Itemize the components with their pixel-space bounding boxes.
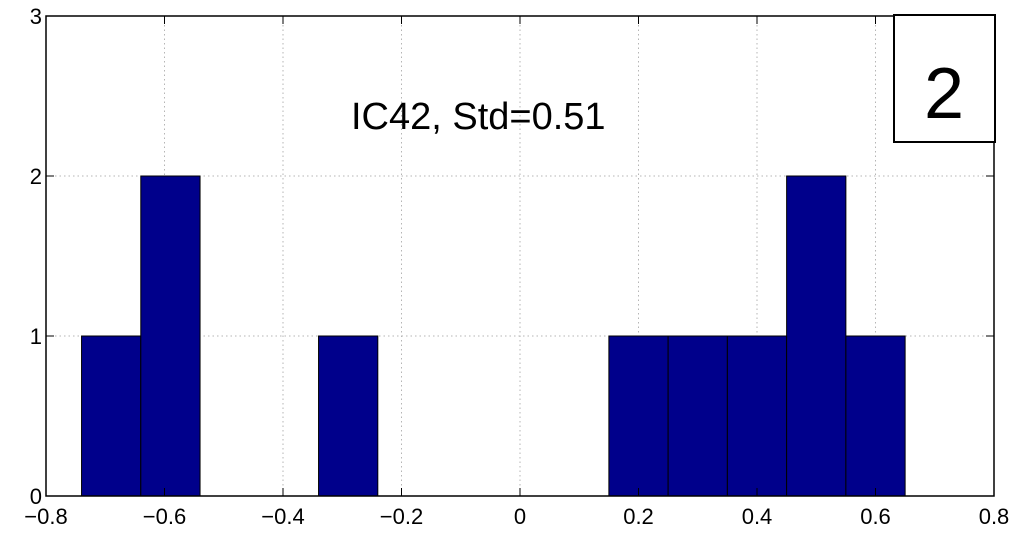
x-tick-label: 0.8 bbox=[979, 504, 1010, 529]
panel-label-box bbox=[893, 14, 996, 143]
histogram-bar bbox=[318, 335, 379, 497]
histogram-bar bbox=[726, 335, 788, 497]
histogram-bar bbox=[608, 335, 669, 497]
histogram-bar bbox=[845, 335, 906, 497]
y-tick-label: 3 bbox=[30, 4, 42, 29]
chart-annotation: IC42, Std=0.51 bbox=[351, 96, 606, 138]
y-tick-label: 2 bbox=[30, 164, 42, 189]
x-tick-label: 0.6 bbox=[860, 504, 891, 529]
histogram-bar bbox=[667, 335, 728, 497]
histogram-bar bbox=[140, 175, 201, 497]
x-tick-label: 0.4 bbox=[742, 504, 773, 529]
x-tick-label: 0 bbox=[514, 504, 526, 529]
histogram-bars bbox=[81, 175, 906, 497]
histogram-bar bbox=[81, 335, 142, 497]
x-tick-label: 0.2 bbox=[623, 504, 654, 529]
y-tick-label: 0 bbox=[30, 484, 42, 509]
histogram-bar bbox=[786, 175, 847, 497]
x-tick-label: −0.8 bbox=[24, 504, 67, 529]
x-axis-tick-labels: −0.8 −0.6 −0.4 −0.2 0 0.2 0.4 0.6 0.8 bbox=[24, 504, 1009, 529]
y-tick-label: 1 bbox=[30, 324, 42, 349]
y-axis-tick-labels: 0 1 2 3 bbox=[30, 4, 42, 509]
x-tick-label: −0.4 bbox=[261, 504, 304, 529]
x-tick-label: −0.2 bbox=[380, 504, 423, 529]
x-tick-label: −0.6 bbox=[143, 504, 186, 529]
panel-label: 2 bbox=[924, 54, 964, 134]
